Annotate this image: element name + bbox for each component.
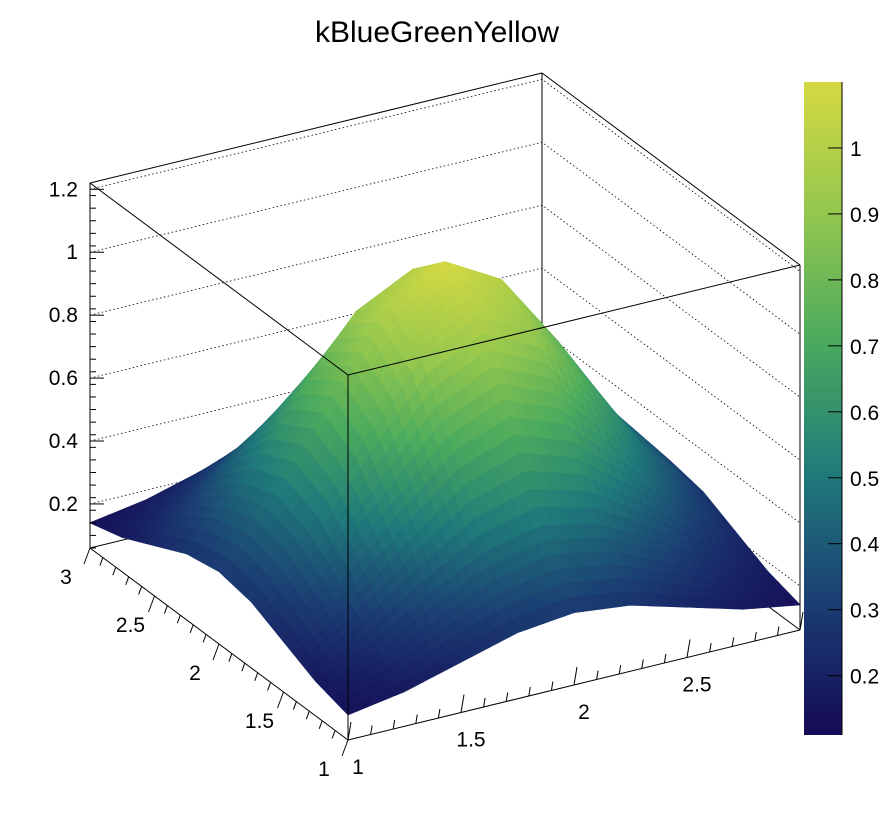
z-tick-label: 0.6 bbox=[49, 367, 78, 390]
x-tick bbox=[392, 719, 396, 730]
chart-title: kBlueGreenYellow bbox=[315, 16, 559, 49]
colorbar-tick-label: 1 bbox=[850, 138, 862, 161]
y-tick bbox=[212, 643, 220, 661]
y-tick-label: 1 bbox=[318, 758, 330, 781]
y-tick bbox=[189, 624, 194, 633]
colorbar-tick-label: 0.5 bbox=[850, 468, 879, 491]
y-tick-label: 1.5 bbox=[245, 710, 274, 733]
y-tick bbox=[228, 653, 233, 662]
x-tick bbox=[776, 626, 780, 636]
z-tick-label: 1.2 bbox=[49, 178, 78, 201]
y-tick bbox=[138, 586, 143, 595]
y-tick bbox=[331, 730, 336, 739]
y-tick bbox=[318, 720, 323, 729]
x-tick bbox=[686, 639, 691, 658]
x-tick bbox=[641, 659, 644, 669]
z-tick-label: 0.4 bbox=[49, 430, 79, 453]
x-tick bbox=[415, 714, 418, 724]
x-tick-label: 1.5 bbox=[456, 729, 485, 752]
x-tick-label: 2.5 bbox=[682, 674, 711, 697]
y-tick bbox=[148, 595, 155, 613]
y-tick bbox=[277, 691, 284, 709]
x-tick bbox=[731, 637, 735, 647]
x-tick bbox=[483, 697, 486, 708]
colorbar-tick-label: 0.8 bbox=[850, 270, 879, 293]
x-tick bbox=[754, 631, 757, 642]
top-edge bbox=[89, 182, 349, 376]
x-tick bbox=[618, 664, 622, 675]
x-tick bbox=[573, 666, 578, 686]
x-tick bbox=[528, 686, 531, 697]
y-tick bbox=[202, 634, 207, 643]
y-tick bbox=[267, 682, 272, 691]
y-tick bbox=[292, 701, 297, 710]
x-tick bbox=[505, 692, 509, 702]
y-tick bbox=[83, 547, 91, 565]
z-tick-label: 0.8 bbox=[49, 304, 78, 327]
x-tick bbox=[370, 725, 373, 735]
x-tick bbox=[437, 708, 441, 719]
x-tick bbox=[709, 642, 712, 653]
grid-line bbox=[89, 78, 801, 272]
y-tick bbox=[112, 567, 117, 576]
x-tick bbox=[347, 721, 352, 741]
y-tick bbox=[176, 615, 181, 624]
y-tick bbox=[125, 576, 130, 585]
colorbar-tick-label: 0.4 bbox=[850, 534, 880, 557]
z-tick-label: 0.2 bbox=[49, 493, 78, 516]
front-axes: 0.20.40.60.811.211.522.5311.522.53 bbox=[49, 72, 816, 781]
colorbar-gradient bbox=[804, 82, 842, 735]
surface bbox=[88, 261, 801, 716]
y-tick-label: 2 bbox=[189, 662, 201, 685]
x-tick bbox=[799, 611, 804, 631]
y-tick bbox=[99, 557, 104, 566]
x-tick bbox=[663, 653, 667, 664]
x-tick bbox=[460, 694, 465, 713]
color-palette-axis: 0.2 0.3 0.4 0.5 0.6 0.7 0.8 0.9 1 bbox=[804, 82, 880, 735]
colorbar-tick-label: 0.7 bbox=[850, 336, 879, 359]
y-tick-label: 2.5 bbox=[116, 614, 145, 637]
y-tick bbox=[163, 605, 168, 614]
y-tick-label: 3 bbox=[60, 566, 72, 589]
y-tick bbox=[305, 711, 310, 720]
colorbar-tick-label: 0.6 bbox=[850, 402, 879, 425]
x-tick bbox=[550, 681, 554, 691]
colorbar-tick-label: 0.2 bbox=[850, 666, 879, 689]
z-tick-label: 1 bbox=[66, 241, 78, 264]
colorbar-tick-label: 0.3 bbox=[850, 600, 879, 623]
top-edge bbox=[347, 264, 801, 376]
colorbar-tick-label: 0.9 bbox=[850, 204, 879, 227]
top-edge bbox=[541, 72, 801, 266]
y-tick bbox=[254, 672, 259, 681]
x-tick-label: 1 bbox=[352, 756, 364, 779]
surface-patch bbox=[341, 704, 359, 716]
x-tick bbox=[596, 670, 599, 680]
top-edge bbox=[89, 72, 543, 184]
y-tick bbox=[341, 739, 349, 757]
y-tick bbox=[241, 663, 246, 672]
x-tick-label: 2 bbox=[578, 701, 590, 724]
